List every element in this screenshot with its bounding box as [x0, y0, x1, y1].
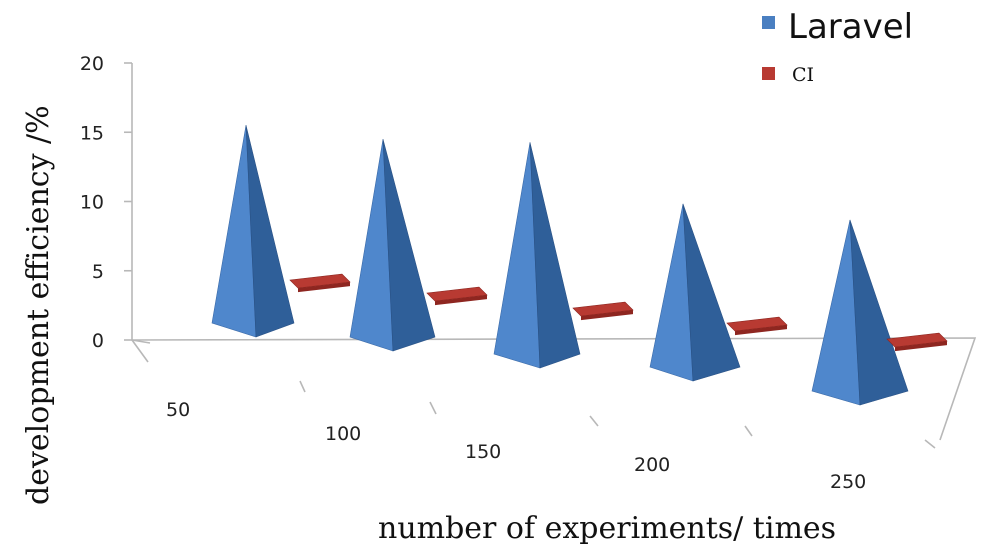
legend-label-laravel: Laravel: [788, 7, 913, 47]
legend-swatch-laravel: [762, 16, 775, 29]
x-category-label: 200: [634, 454, 670, 476]
floor-tick-1: [299, 380, 306, 393]
y-tick-label: 15: [80, 122, 104, 144]
legend: Laravel CI: [762, 7, 913, 86]
bar-laravel: [649, 203, 741, 382]
floor-tick-0: [131, 339, 151, 344]
x-categories: 50 100 150 200 250: [166, 399, 866, 493]
plate-side: [298, 282, 350, 293]
bar-laravel: [349, 139, 436, 352]
bar-ci: [726, 316, 788, 336]
y-tick-label: 5: [92, 261, 104, 283]
floor-tick-3: [589, 415, 599, 427]
floor-left-edge: [131, 339, 149, 363]
floor-tick-5: [924, 439, 936, 449]
y-axis-title: development efficiency /%: [21, 105, 56, 505]
x-category-label: 50: [166, 399, 190, 421]
pyramid-face-right: [849, 219, 909, 406]
plate-side: [435, 295, 487, 306]
bar-ci: [572, 301, 634, 321]
bar-ci: [426, 286, 488, 306]
pyramid-face-right: [245, 125, 295, 338]
pyramid-face-right: [529, 142, 581, 369]
pyramid-face-right: [382, 139, 436, 352]
x-axis-title: number of experiments/ times: [378, 511, 836, 546]
floor-tick-2: [429, 401, 437, 415]
x-category-label: 250: [830, 471, 866, 493]
y-tick-label: 20: [80, 53, 104, 75]
bar-ci: [886, 332, 948, 352]
bar-laravel: [211, 125, 295, 338]
y-tick-label: 0: [92, 330, 104, 352]
bar-laravel: [493, 142, 581, 369]
plate-side: [581, 310, 633, 321]
bar-ci: [289, 273, 351, 293]
chart-marks: [211, 125, 948, 406]
pyramid-face-right: [682, 203, 741, 382]
y-tick-label: 10: [80, 192, 104, 214]
x-category-label: 150: [465, 441, 501, 463]
y-ticks: 0 5 10 15 20: [80, 53, 104, 352]
legend-swatch-ci: [762, 67, 775, 80]
x-category-label: 100: [325, 423, 361, 445]
legend-label-ci: CI: [792, 64, 814, 86]
plate-side: [735, 325, 787, 336]
floor-tick-4: [744, 425, 753, 437]
bar-laravel: [811, 219, 909, 406]
plate-side: [895, 341, 947, 352]
